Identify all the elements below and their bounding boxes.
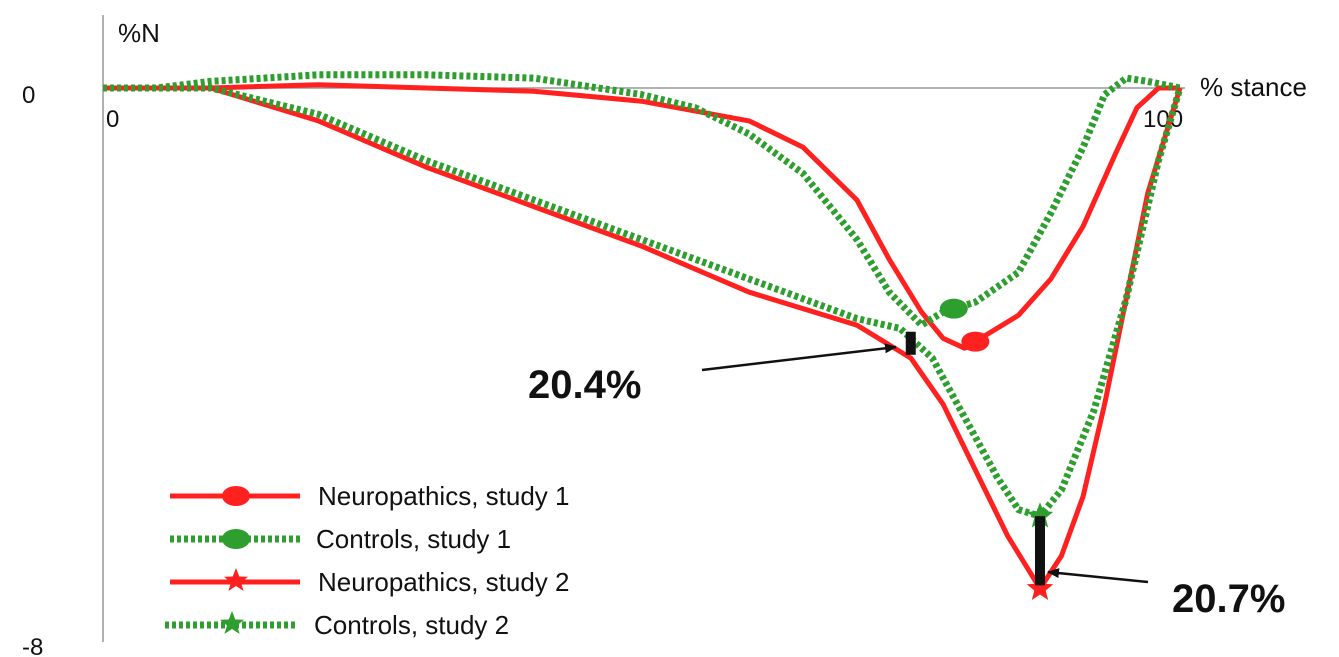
legend-star-marker xyxy=(224,568,248,591)
series-circle-marker xyxy=(939,298,968,319)
annotation-arrow xyxy=(1047,568,1149,584)
series-line xyxy=(103,71,1181,329)
legend-label: Neuropathics, study 1 xyxy=(318,481,569,511)
series-line xyxy=(103,85,1183,592)
annotation-text: 20.7% xyxy=(1172,577,1285,621)
y-tick-bottom: -8 xyxy=(22,634,43,657)
series-group xyxy=(103,84,1184,528)
series-circle-marker xyxy=(961,331,990,352)
difference-bar xyxy=(905,331,916,355)
series-group xyxy=(103,71,1181,329)
series-line xyxy=(103,84,1184,520)
y-tick-top: 0 xyxy=(22,82,35,109)
series-star-marker xyxy=(1026,574,1054,600)
legend: Neuropathics, study 1 Controls, study 1 … xyxy=(165,481,569,640)
annotation-label-2: 20.7% xyxy=(1047,568,1285,621)
legend-circle-marker xyxy=(222,529,250,549)
legend-item: Controls, study 1 xyxy=(170,524,511,554)
legend-item: Neuropathics, study 2 xyxy=(170,567,569,597)
annotation-label-1: 20.4% xyxy=(528,343,897,407)
annotation-arrow xyxy=(701,343,897,372)
legend-label: Controls, study 2 xyxy=(314,610,509,640)
legend-label: Neuropathics, study 2 xyxy=(318,567,569,597)
series-line xyxy=(103,82,1180,351)
series-star-marker xyxy=(1026,502,1054,528)
legend-label: Controls, study 1 xyxy=(316,524,511,554)
annotation-text: 20.4% xyxy=(528,363,641,407)
x-tick-left: 0 xyxy=(106,106,119,133)
legend-item: Neuropathics, study 1 xyxy=(170,481,569,511)
series-group xyxy=(103,85,1183,600)
x-tick-right: 100 xyxy=(1143,106,1183,133)
series-group xyxy=(103,82,1180,352)
difference-bar xyxy=(1034,516,1045,586)
legend-item: Controls, study 2 xyxy=(165,610,509,640)
legend-star-marker xyxy=(220,611,244,634)
x-axis-label: % stance xyxy=(1200,72,1307,102)
series-layer xyxy=(103,71,1184,600)
legend-circle-marker xyxy=(222,486,250,506)
y-axis-label: %N xyxy=(118,18,160,48)
annotation-layer xyxy=(905,331,1045,586)
